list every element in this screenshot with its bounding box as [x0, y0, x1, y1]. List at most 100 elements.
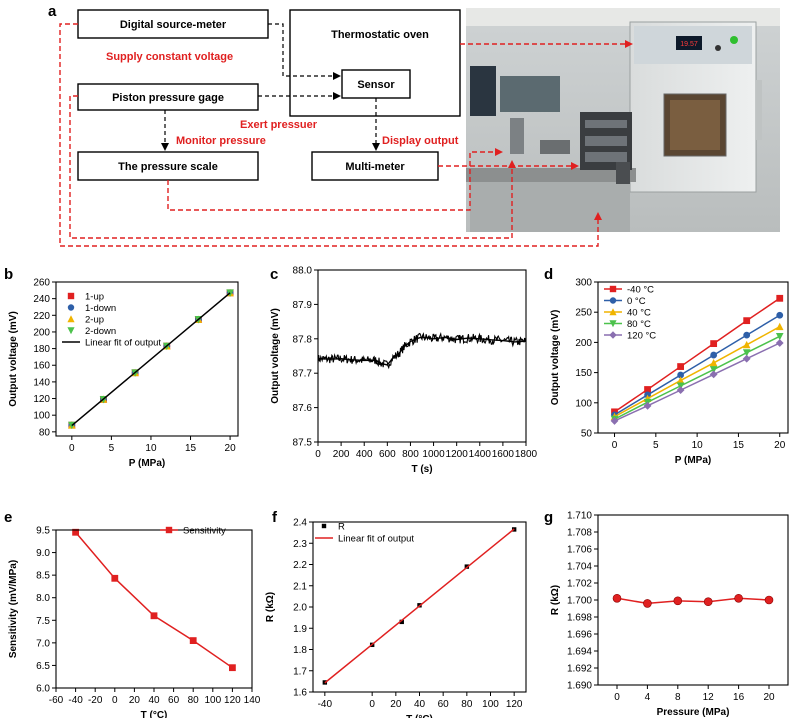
panel-f-chart: f -40 0 20 40 60 80 100 120 1.6 1.7 1.8 1.9 2.0 2.1 2.2…: [265, 509, 527, 718]
panel-d-chart: d 0 5 10 15 20 50 100 150 200 250 300 P (MPa) Output …: [544, 266, 789, 466]
series-noise-c: [317, 332, 527, 370]
photo-pc: [616, 162, 630, 184]
y-tick-label-d: 150: [575, 368, 592, 379]
y-tick-label-f: 2.1: [293, 581, 307, 592]
panel-label-c: c: [270, 266, 278, 283]
y-tick-label-e: 6.5: [36, 661, 50, 672]
data-point-e-sensitivity: [150, 612, 158, 620]
photo-oven-display-text: 19.57: [680, 41, 698, 48]
x-axis-label-b: P (MPa): [129, 458, 166, 469]
legend-marker-b-2-up: [67, 315, 75, 323]
y-tick-label-c: 87.8: [293, 334, 313, 345]
annotation-display-output: Display output: [382, 135, 459, 147]
y-tick-label-b: 260: [33, 278, 50, 289]
x-tick-label-f: 20: [390, 699, 402, 710]
x-tick-label-e: -60: [49, 695, 64, 706]
x-tick-label-d: 10: [692, 440, 704, 451]
data-point-d-120-c: [643, 401, 652, 410]
x-tick-label-c: 1600: [492, 449, 515, 460]
legend-marker-e-sensitivity: [165, 526, 173, 534]
legend-marker-b-1-up: [67, 292, 75, 300]
y-tick-label-b: 120: [33, 394, 50, 405]
box-multi-meter: [311, 151, 439, 181]
y-tick-label-e: 8.0: [36, 593, 50, 604]
panel-label-f: f: [272, 509, 278, 526]
data-point-d-40-c: [775, 322, 784, 331]
x-tick-label-b: 15: [185, 443, 197, 454]
plot-frame-g: [597, 514, 789, 686]
red-connector-scale: [167, 151, 496, 211]
y-tick-label-d: 300: [575, 278, 592, 289]
y-tick-label-d: 200: [575, 338, 592, 349]
data-point-g-series-0: [703, 597, 713, 607]
x-tick-label-b: 5: [109, 443, 115, 454]
y-tick-label-g: 1.696: [567, 630, 592, 641]
x-tick-label-e: 80: [188, 695, 200, 706]
photo-bench-base: [470, 182, 630, 232]
x-tick-label-e: 0: [112, 695, 118, 706]
y-tick-label-e: 8.5: [36, 571, 50, 582]
y-tick-label-f: 2.0: [293, 603, 307, 614]
legend-marker-d-120-c: [609, 331, 617, 339]
data-point-d-80-c: [775, 332, 784, 341]
panel-label-a: a: [48, 3, 57, 20]
photo-oven-window-inner: [670, 100, 720, 150]
legend-label-f-r: R: [338, 522, 345, 533]
data-point-g-series-0: [673, 596, 683, 606]
x-axis-label-e: T (°C): [141, 710, 168, 718]
legend-label-e-sensitivity: Sensitivity: [183, 526, 226, 537]
box-pressure-scale-label: The pressure scale: [118, 161, 218, 173]
x-tick-label-f: 100: [482, 699, 499, 710]
box-digital-source-meter-label: Digital source-meter: [120, 19, 227, 31]
y-tick-label-f: 1.6: [293, 688, 307, 699]
x-axis-label-d: P (MPa): [675, 455, 712, 466]
data-point-d--40-c: [644, 386, 651, 393]
data-point-g-series-0: [764, 595, 774, 605]
legend-label-b-2-down: 2-down: [85, 326, 116, 337]
y-tick-label-g: 1.690: [567, 681, 592, 692]
data-point-d--40-c: [710, 340, 718, 348]
x-tick-label-g: 20: [763, 692, 775, 703]
y-tick-label-g: 1.706: [567, 545, 592, 556]
y-tick-label-c: 87.9: [293, 300, 313, 311]
data-point-g-series-0: [734, 593, 743, 603]
legend-label-f-linear-fit-of-output: Linear fit of output: [338, 534, 414, 545]
x-tick-label-c: 0: [315, 449, 321, 460]
panel-b-chart: b 0 5 10 15 20 80 100 120 140 160 180 200 220 240 260 P …: [4, 266, 239, 469]
x-tick-label-c: 800: [402, 449, 419, 460]
legend-marker-d-80-c: [609, 320, 617, 328]
photo-scale: [540, 140, 570, 154]
y-axis-label-g: R (kΩ): [550, 585, 561, 615]
data-point-d-80-c: [742, 349, 751, 357]
legend-marker-d-40-c: [609, 308, 617, 316]
legend-label-b-1-up: 1-up: [85, 292, 104, 303]
data-point-d-0-c: [743, 331, 751, 339]
x-tick-label-g: 0: [614, 692, 620, 703]
series-line-d-120-c: [614, 342, 781, 422]
y-tick-label-g: 1.694: [567, 647, 592, 658]
y-tick-label-b: 240: [33, 294, 50, 305]
y-tick-label-f: 2.4: [293, 518, 307, 529]
y-tick-label-f: 1.8: [293, 645, 307, 656]
series-line-d--40-c: [614, 297, 781, 413]
y-tick-label-c: 87.6: [293, 403, 313, 414]
x-tick-label-g: 16: [733, 692, 745, 703]
y-tick-label-g: 1.704: [567, 562, 592, 573]
photo-bench: [466, 168, 636, 182]
data-point-d--40-c: [743, 317, 751, 325]
y-axis-label-d: Output voltage (mV): [550, 310, 561, 406]
arrow-head-source-to-sensor: [333, 72, 341, 80]
data-point-d-0-c: [710, 351, 718, 359]
photo-wall-screen: [500, 76, 560, 112]
series-line-g-series-0: [616, 597, 770, 605]
panel-label-b: b: [4, 266, 13, 283]
annotation-monitor-pressure: Monitor pressure: [176, 135, 266, 147]
data-point-g-series-0: [612, 593, 622, 603]
y-tick-label-e: 7.5: [36, 616, 50, 627]
x-tick-label-c: 600: [379, 449, 396, 460]
red-connector-piston: [69, 95, 513, 239]
y-tick-label-f: 1.7: [293, 666, 307, 677]
plot-frame-e: [55, 529, 253, 689]
y-axis-label-f: R (kΩ): [265, 592, 276, 622]
data-point-d-80-c: [676, 382, 685, 390]
